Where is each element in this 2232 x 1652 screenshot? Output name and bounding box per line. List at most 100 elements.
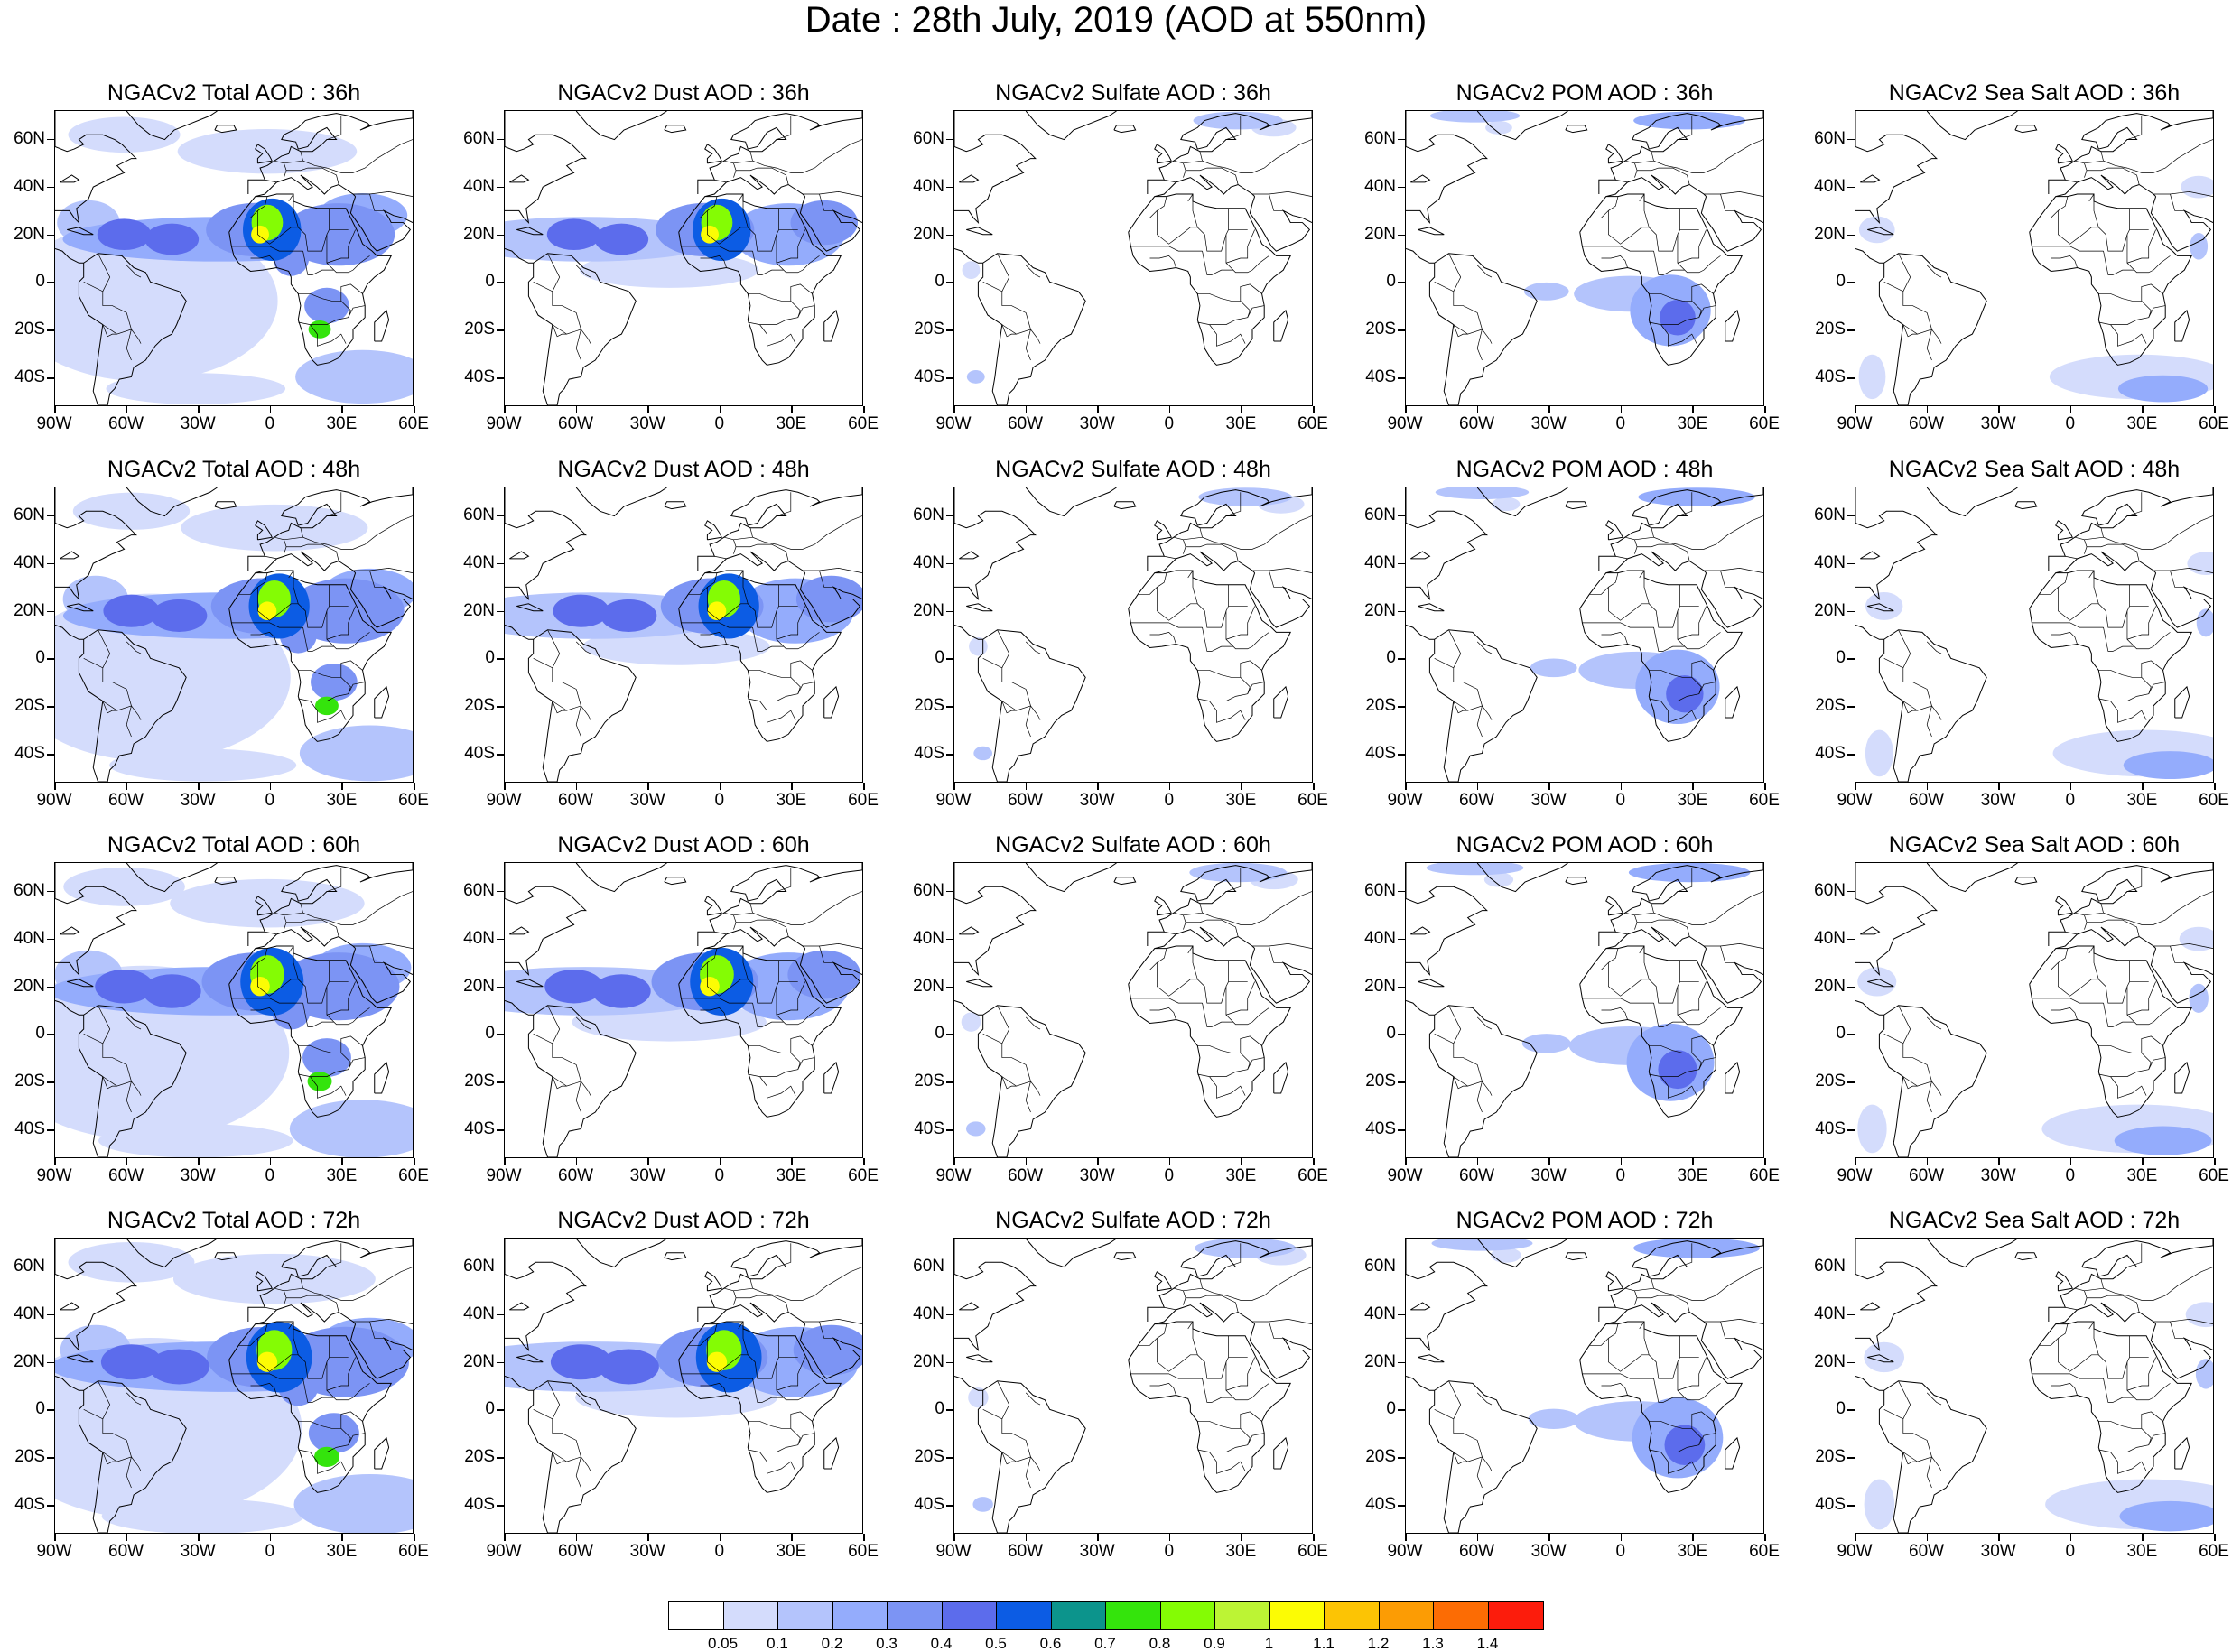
country-border <box>736 1295 789 1313</box>
x-tick-label: 0 <box>714 1166 725 1185</box>
aod-map-svg <box>1855 863 2213 1157</box>
coastline-med <box>2055 926 2156 950</box>
country-border <box>733 536 753 541</box>
map-panel-sulfate-60h: NGACv2 Sulfate AOD : 60h 60N 40N 20N 0 20S 40S… <box>899 831 1351 1206</box>
country-border <box>1197 1433 1265 1452</box>
country-border <box>1703 945 1735 963</box>
y-tick-mark <box>1398 377 1405 379</box>
y-tick-mark <box>1847 1505 1855 1507</box>
y-tick-label: 60N <box>913 128 944 148</box>
x-tick-label: 30W <box>180 1166 216 1185</box>
y-tick-label: 0 <box>1836 1399 1846 1419</box>
y-tick-label: 0 <box>1386 1399 1396 1419</box>
country-border <box>2065 555 2078 560</box>
x-tick-mark <box>1764 1534 1766 1541</box>
x-tick-mark <box>1926 406 1929 413</box>
country-border <box>1653 627 1685 652</box>
coastline-sa <box>977 253 1086 405</box>
x-tick-mark <box>2142 406 2144 413</box>
country-border <box>752 1378 784 1403</box>
aod-contour-region <box>1660 299 1696 336</box>
coastline-af <box>2029 193 2193 366</box>
x-tick-mark <box>791 406 793 413</box>
y-tick-mark <box>1847 329 1855 331</box>
country-border <box>352 945 385 963</box>
y-tick-label: 60N <box>1364 1256 1396 1276</box>
panel-title: NGACv2 Total AOD : 60h <box>107 832 361 858</box>
country-border <box>2098 283 2163 302</box>
coastline-af <box>2029 570 2193 742</box>
x-tick-mark <box>1998 1534 2000 1541</box>
country-border <box>1001 324 1017 338</box>
coastline-ca <box>954 625 983 640</box>
coastline-green <box>126 863 218 893</box>
country-border <box>736 919 789 937</box>
y-tick-mark <box>946 1409 953 1411</box>
country-border <box>1634 160 1654 164</box>
country-border <box>1883 1033 1932 1081</box>
country-border <box>997 1005 1010 1044</box>
coastline-eu <box>697 1239 862 1323</box>
coastline-ca <box>505 248 534 264</box>
coastline-cuba <box>516 979 544 988</box>
coastline-ca <box>55 248 84 264</box>
y-tick-mark <box>1398 234 1405 237</box>
country-border <box>1926 1081 1932 1113</box>
y-tick-mark <box>47 986 54 988</box>
country-border <box>819 191 862 197</box>
x-tick-label: 90W <box>1387 414 1423 433</box>
aod-contour-region <box>1523 282 1569 301</box>
aod-contour-region <box>106 373 286 404</box>
map-panel-seasalt-72h: NGACv2 Sea Salt AOD : 72h 60N 40N 20N 0 20S 40… <box>1800 1207 2232 1582</box>
coastline-na <box>1855 487 1938 601</box>
country-border <box>83 1033 132 1081</box>
coastline-sa <box>527 1005 637 1157</box>
y-tick-label: 60N <box>1814 505 1846 524</box>
country-border <box>238 948 268 970</box>
country-border <box>2084 536 2104 541</box>
country-border <box>83 281 132 329</box>
y-tick-mark <box>497 938 504 941</box>
x-tick-label: 90W <box>1837 1542 1873 1561</box>
aod-contour-region <box>962 261 981 280</box>
y-tick-label: 0 <box>485 1399 495 1419</box>
country-border <box>1902 324 1918 338</box>
y-tick-mark <box>47 138 54 141</box>
country-border <box>1637 543 1690 561</box>
panel-title: NGACv2 Sea Salt AOD : 48h <box>1888 457 2181 482</box>
country-border <box>2126 1243 2143 1267</box>
coastline-med <box>704 926 805 950</box>
y-tick-label: 40N <box>1364 928 1396 948</box>
coastline-green <box>1926 863 2018 893</box>
country-border <box>575 705 581 738</box>
country-border <box>1653 251 1685 275</box>
country-border <box>1202 627 1233 652</box>
country-border <box>274 1287 287 1305</box>
y-tick-label: 60N <box>463 1256 495 1276</box>
aod-contour-region <box>172 1253 376 1304</box>
country-border <box>1186 919 1239 937</box>
coastline-med <box>1154 174 1255 198</box>
country-border <box>2088 1321 2095 1330</box>
country-border <box>1164 179 1176 183</box>
coastline-lakes <box>60 926 80 935</box>
country-border <box>1637 919 1690 937</box>
y-tick-mark <box>946 1505 953 1507</box>
map-panel-dust-36h: NGACv2 Dust AOD : 36h 60N 40N 20N 0 20S 40S 90W… <box>450 79 901 454</box>
y-tick-mark <box>1398 282 1405 283</box>
coastline-mad <box>374 685 390 719</box>
y-tick-label: 60N <box>14 128 45 148</box>
coastline-af <box>678 1321 842 1493</box>
coastline-me <box>2150 572 2213 628</box>
coastline-lakes <box>509 551 530 560</box>
country-border <box>126 705 132 738</box>
country-border <box>982 1408 1031 1457</box>
country-border <box>1608 584 1680 628</box>
aod-contour-region <box>68 116 181 153</box>
x-tick-mark <box>414 1534 415 1541</box>
country-border <box>369 1319 413 1324</box>
country-border <box>265 179 277 183</box>
x-tick-label: 30W <box>629 791 665 810</box>
x-tick-label: 30E <box>326 1542 358 1561</box>
x-tick-mark <box>414 1158 415 1165</box>
